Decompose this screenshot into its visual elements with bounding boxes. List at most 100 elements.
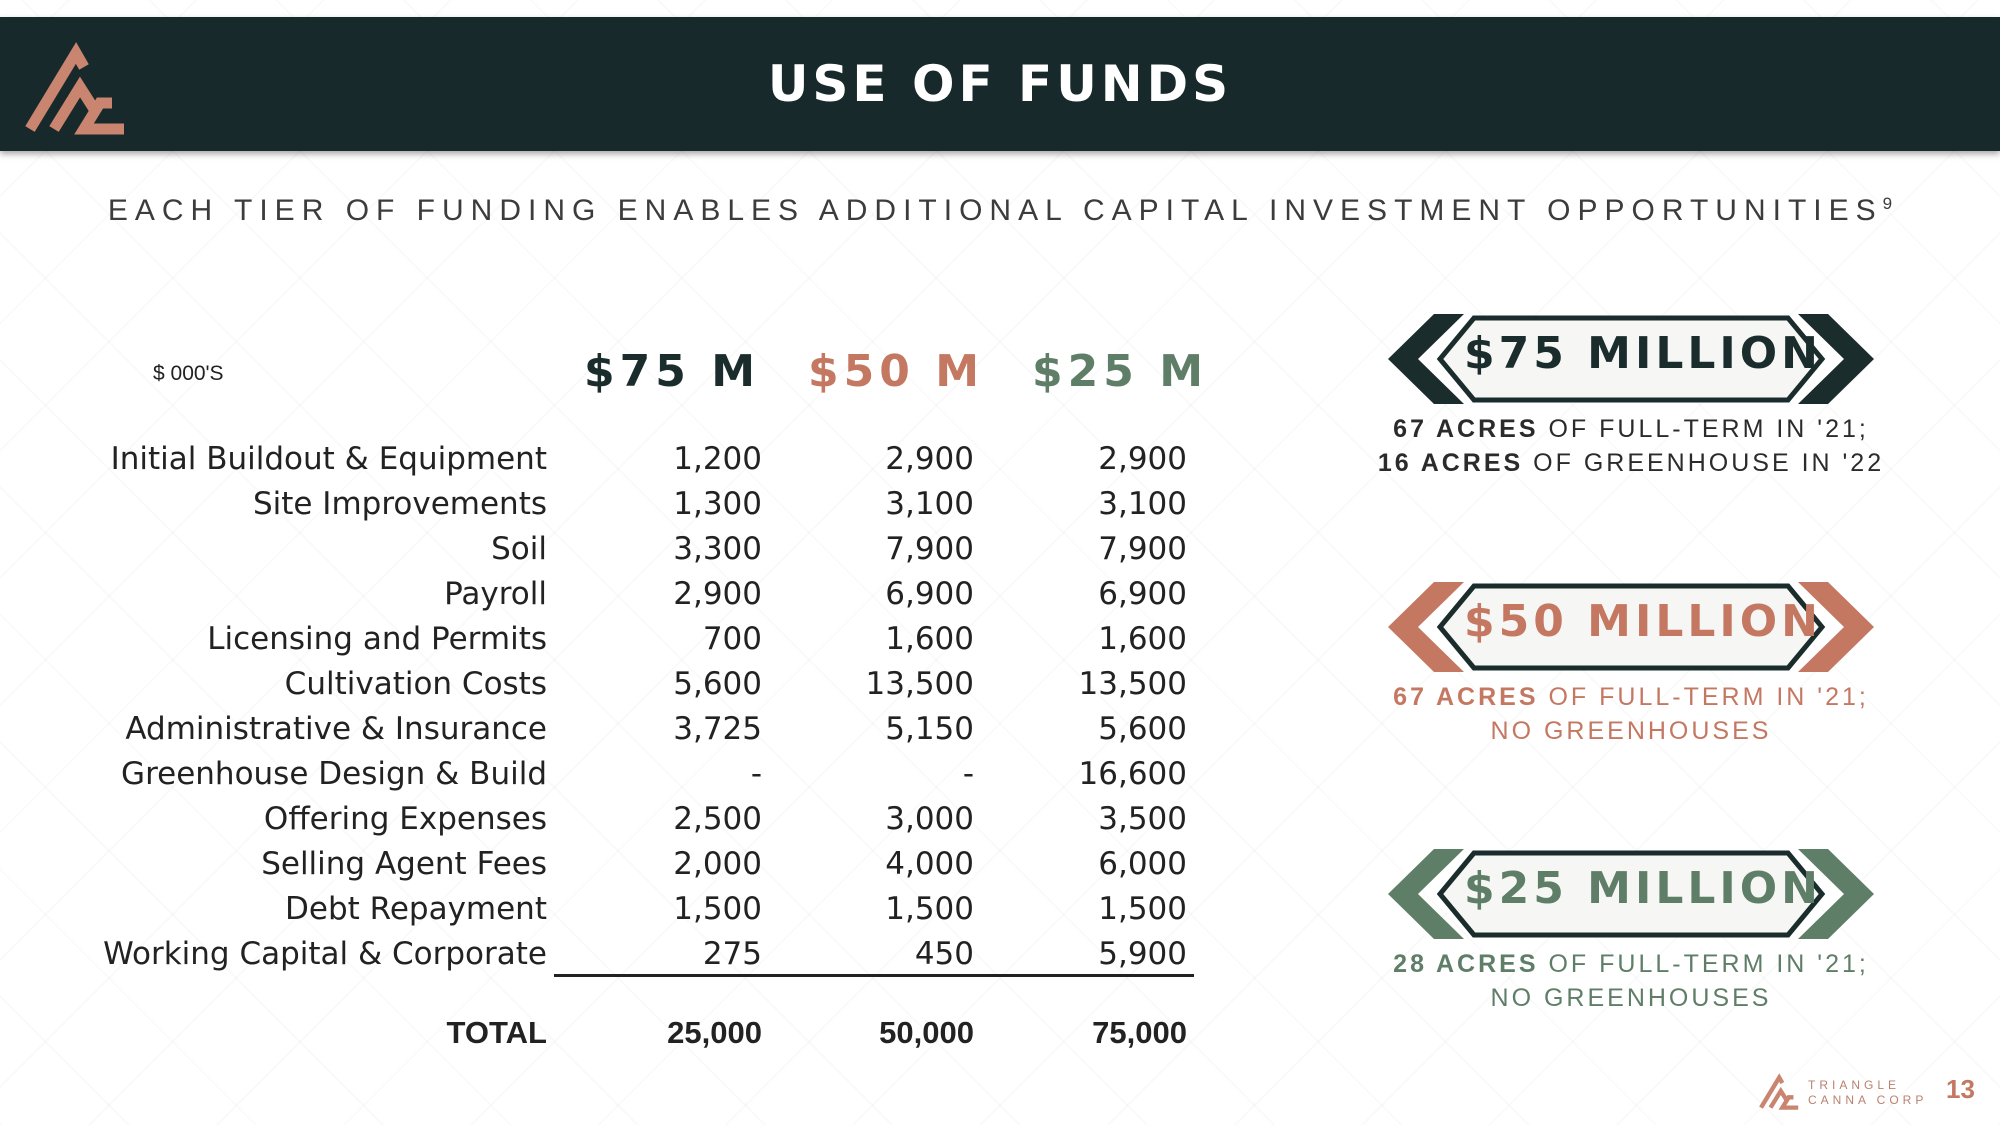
row-label: Selling Agent Fees [261,846,547,882]
tier-title-50m: $50 MILLION [1464,596,1822,647]
tier-desc-rest: NO GREENHOUSES [1490,717,1772,745]
tier-desc-rest: OF FULL-TERM IN '21; [1538,683,1869,711]
tier-title-75m: $75 MILLION [1464,328,1822,379]
row-value-50m: 450 [914,936,974,972]
row-value-75m: 275 [702,936,762,972]
total-label: TOTAL [446,1015,547,1050]
tier-desc-bold: 16 ACRES [1377,449,1524,477]
table-row: Cultivation Costs 5,600 13,500 13,500 [0,666,1240,711]
row-value-75m: 1,300 [673,486,762,522]
total-value-50m: 50,000 [879,1015,974,1050]
row-value-25m: 7,900 [1098,531,1187,567]
row-value-75m: 1,200 [673,441,762,477]
tier-desc-rest: OF GREENHOUSE IN '22 [1523,449,1885,477]
table-row: Selling Agent Fees 2,000 4,000 6,000 [0,846,1240,891]
footer-brand-line1: TRIANGLE [1808,1078,1901,1092]
units-label: $ 000'S [153,362,224,385]
total-divider [554,974,1194,977]
row-value-25m: 16,600 [1078,756,1187,792]
footer-brand: TRIANGLE CANNA CORP [1808,1078,1927,1108]
tier-desc-line: 28 ACRES OF FULL-TERM IN '21; [1374,947,1888,981]
tier-desc-75m: 67 ACRES OF FULL-TERM IN '21; 16 ACRES O… [1374,412,1888,480]
row-value-25m: 3,500 [1098,801,1187,837]
page-title: USE OF FUNDS [767,55,1233,113]
table-row: Administrative & Insurance 3,725 5,150 5,60… [0,711,1240,756]
table-row: Initial Buildout & Equipment 1,200 2,900 2,… [0,441,1240,486]
column-header-50m: $50 M [808,346,984,397]
row-value-25m: 1,600 [1098,621,1187,657]
row-value-75m: 5,600 [673,666,762,702]
row-value-75m: 2,900 [673,576,762,612]
tier-desc-line: 67 ACRES OF FULL-TERM IN '21; [1374,412,1888,446]
row-value-25m: 5,600 [1098,711,1187,747]
row-value-50m: 13,500 [865,666,974,702]
row-value-75m: 700 [702,621,762,657]
row-value-50m: 1,500 [885,891,974,927]
tier-desc-rest: NO GREENHOUSES [1490,984,1772,1012]
row-value-50m: 3,000 [885,801,974,837]
table-row: Site Improvements 1,300 3,100 3,100 [0,486,1240,531]
tier-desc-line: NO GREENHOUSES [1374,981,1888,1015]
triangle-canna-logo-icon [25,42,124,135]
table-row: Working Capital & Corporate 275 450 5,900 [0,936,1240,981]
tier-banner-25m [1388,849,1874,939]
row-value-25m: 6,900 [1098,576,1187,612]
tier-banner-75m [1388,314,1874,404]
row-label: Payroll [444,576,547,612]
row-label: Working Capital & Corporate [103,936,547,972]
table-row: Debt Repayment 1,500 1,500 1,500 [0,891,1240,936]
total-row: TOTAL 25,000 50,000 75,000 [0,1015,1240,1060]
tier-desc-bold: 67 ACRES [1393,415,1539,443]
tier-desc-line: 67 ACRES OF FULL-TERM IN '21; [1374,680,1888,714]
table-row: Soil 3,300 7,900 7,900 [0,531,1240,576]
tier-desc-bold: 28 ACRES [1393,950,1539,978]
row-label: Licensing and Permits [207,621,547,657]
tier-desc-rest: OF FULL-TERM IN '21; [1538,415,1869,443]
row-value-75m: 1,500 [673,891,762,927]
row-label: Greenhouse Design & Build [121,756,547,792]
table-row: Licensing and Permits 700 1,600 1,600 [0,621,1240,666]
tier-desc-50m: 67 ACRES OF FULL-TERM IN '21; NO GREENHO… [1374,680,1888,748]
row-label: Soil [491,531,547,567]
tier-desc-rest: OF FULL-TERM IN '21; [1538,950,1869,978]
tier-card-75m: $75 MILLION 67 ACRES OF FULL-TERM IN '21… [1374,310,1888,477]
table-row: Greenhouse Design & Build - - 16,600 [0,756,1240,801]
column-header-75m: $75 M [584,346,760,397]
table-row: Offering Expenses 2,500 3,000 3,500 [0,801,1240,846]
footnote-marker: 9 [1882,194,1893,213]
row-value-50m: 6,900 [885,576,974,612]
tier-card-50m: $50 MILLION 67 ACRES OF FULL-TERM IN '21… [1374,578,1888,745]
total-value-25m: 75,000 [1092,1015,1187,1050]
triangle-canna-logo-icon [1759,1073,1799,1110]
row-value-50m: 1,600 [885,621,974,657]
row-label: Site Improvements [252,486,547,522]
row-value-25m: 13,500 [1078,666,1187,702]
row-value-50m: 4,000 [885,846,974,882]
tier-desc-bold: 67 ACRES [1393,683,1539,711]
row-value-50m: 7,900 [885,531,974,567]
row-value-25m: 6,000 [1098,846,1187,882]
row-value-25m: 1,500 [1098,891,1187,927]
row-label: Initial Buildout & Equipment [110,441,547,477]
tier-banner-50m [1388,582,1874,672]
row-value-25m: 5,900 [1098,936,1187,972]
row-value-50m: 5,150 [885,711,974,747]
row-value-75m: - [750,756,762,792]
tier-card-25m: $25 MILLION 28 ACRES OF FULL-TERM IN '21… [1374,845,1888,1012]
tier-desc-25m: 28 ACRES OF FULL-TERM IN '21; NO GREENHO… [1374,947,1888,1015]
subtitle: EACH TIER OF FUNDING ENABLES ADDITIONAL … [0,194,2000,228]
row-label: Administrative & Insurance [125,711,547,747]
column-header-25m: $25 M [1032,346,1208,397]
row-label: Cultivation Costs [284,666,547,702]
page-number: 13 [1946,1074,1975,1104]
header-bar: USE OF FUNDS [0,17,2000,151]
tier-title-25m: $25 MILLION [1464,863,1822,914]
total-value-75m: 25,000 [667,1015,762,1050]
tier-desc-line: 16 ACRES OF GREENHOUSE IN '22 [1374,446,1888,480]
row-value-75m: 3,300 [673,531,762,567]
table-row: Payroll 2,900 6,900 6,900 [0,576,1240,621]
row-label: Debt Repayment [285,891,547,927]
row-value-25m: 2,900 [1098,441,1187,477]
row-value-75m: 2,000 [673,846,762,882]
row-value-50m: 3,100 [885,486,974,522]
